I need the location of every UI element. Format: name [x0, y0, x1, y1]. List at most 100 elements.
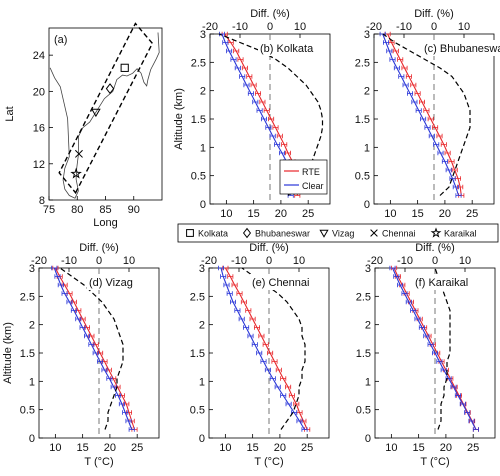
panel-title: (c) Bhubaneswar — [424, 43, 500, 55]
y-tick-label: 0 — [199, 433, 205, 445]
y-tick-label: 1 — [29, 376, 35, 388]
error-bar-rte — [275, 367, 282, 373]
diff-tick-label: 0 — [96, 255, 102, 267]
error-bar-clear — [449, 176, 456, 181]
map-y-tick-label: 20 — [33, 86, 45, 98]
error-bar-rte — [263, 108, 270, 113]
map-x-axis-label: Long — [93, 217, 117, 229]
error-bar-clear — [247, 91, 254, 96]
diff-tick-label: 10 — [458, 21, 470, 33]
x-tick-label: 20 — [439, 208, 451, 220]
panel-title-bg — [250, 274, 319, 290]
x-tick-label: 20 — [274, 442, 286, 454]
diff-tick-label: -10 — [61, 255, 77, 267]
error-bar-clear — [223, 282, 230, 288]
error-bar-clear — [415, 108, 422, 113]
error-bar-clear — [125, 418, 132, 424]
map-y-axis-label: Lat — [4, 106, 16, 121]
series-line-diff — [241, 267, 306, 430]
diff-tick-label: -20 — [202, 21, 218, 33]
error-bar-clear — [464, 410, 471, 415]
x-tick-label: 15 — [77, 442, 89, 454]
series-line-rte — [54, 267, 136, 430]
map-y-tick-label: 12 — [33, 159, 45, 171]
x-axis-label: T (°C) — [254, 456, 283, 468]
legend-marker-karaikal — [430, 227, 442, 238]
error-bar-rte — [448, 159, 455, 164]
y-tick-label: 3 — [200, 29, 206, 41]
error-bar-clear — [122, 410, 129, 415]
error-bar-clear — [468, 418, 475, 424]
error-bar-clear — [115, 393, 122, 398]
legend-label: Clear — [302, 181, 324, 191]
error-bar-clear — [260, 359, 267, 364]
diff-tick-label: -20 — [366, 21, 382, 33]
y-tick-label: 1.5 — [190, 348, 205, 360]
y-tick-label: 3 — [29, 263, 35, 275]
profile-panel-chennai: 10 15 20 25 -20 -10 0 10 0 0.5 1 1.5 2 2.5 3 Diff. (%) T… — [190, 242, 330, 468]
error-bar-rte — [397, 57, 404, 62]
x-tick-label: 20 — [275, 208, 287, 220]
error-bar-clear — [386, 48, 393, 54]
y-tick-label: 3 — [199, 263, 205, 275]
diff-axis-label: Diff. (%) — [414, 8, 454, 20]
error-bar-rte — [262, 342, 269, 347]
y-tick-label: 1 — [365, 376, 371, 388]
error-bar-rte — [246, 74, 253, 79]
error-bar-clear — [301, 427, 308, 432]
error-bar-clear — [88, 342, 95, 347]
map-y-tick-label: 16 — [33, 123, 45, 135]
map-x-tick-label: 75 — [43, 204, 55, 216]
error-bar-rte — [255, 91, 261, 96]
y-tick-label: 0.5 — [191, 171, 206, 183]
y-axis-label: Altitude (km) — [173, 88, 185, 150]
diff-axis-label: Diff. (%) — [250, 8, 290, 20]
error-bar-clear — [459, 401, 466, 407]
error-bar-clear — [280, 393, 287, 398]
y-tick-label: 1.5 — [20, 348, 35, 360]
error-bar-clear — [393, 65, 400, 71]
error-bar-clear — [420, 116, 427, 122]
error-bar-clear — [440, 367, 447, 373]
x-tick-label: 10 — [385, 442, 397, 454]
y-tick-label: 2.5 — [191, 57, 206, 69]
error-bar-clear — [79, 325, 86, 330]
panel-title: (b) Kolkata — [260, 43, 314, 55]
error-bar-rte — [271, 359, 278, 364]
error-bar-clear — [274, 384, 281, 390]
series-line-rte — [224, 267, 308, 430]
error-bar-clear — [472, 427, 479, 432]
error-bar-clear — [428, 133, 435, 139]
station-marker-karaikal — [70, 167, 82, 179]
error-bar-clear — [256, 108, 263, 113]
coastline — [49, 32, 160, 199]
diff-tick-label: -10 — [232, 21, 248, 33]
y-tick-label: 1.5 — [355, 114, 370, 126]
x-tick-label: 25 — [302, 208, 314, 220]
error-bar-clear — [230, 299, 236, 305]
y-tick-label: 1.5 — [191, 114, 206, 126]
error-bar-rte — [432, 125, 439, 130]
x-tick-label: 25 — [301, 442, 313, 454]
error-bar-rte — [444, 150, 451, 156]
error-bar-clear — [252, 99, 259, 105]
error-bar-clear — [454, 393, 461, 398]
series-line-clear — [220, 267, 305, 430]
error-bar-clear — [234, 65, 241, 71]
error-bar-rte — [405, 74, 412, 79]
y-tick-label: 3 — [364, 29, 370, 41]
error-bar-clear — [418, 325, 425, 330]
y-tick-label: 2.5 — [190, 291, 205, 303]
error-bar-clear — [445, 167, 452, 173]
error-bar-clear — [269, 376, 276, 381]
station-legend-box — [177, 223, 499, 243]
error-bar-clear — [234, 308, 241, 313]
error-bar-clear — [397, 282, 404, 288]
x-axis-label: T (°C) — [84, 456, 113, 468]
panel-title-bg — [87, 274, 145, 290]
profile-panel-bhubaneswar: 10 15 20 25 -20 -10 0 10 0 0.5 1 1.5 2 2.5 3 Diff. (%) (… — [355, 8, 500, 220]
y-tick-label: 2.5 — [355, 57, 370, 69]
x-tick-label: 20 — [440, 442, 452, 454]
y-tick-label: 2 — [200, 86, 206, 98]
error-bar-clear — [264, 367, 271, 373]
